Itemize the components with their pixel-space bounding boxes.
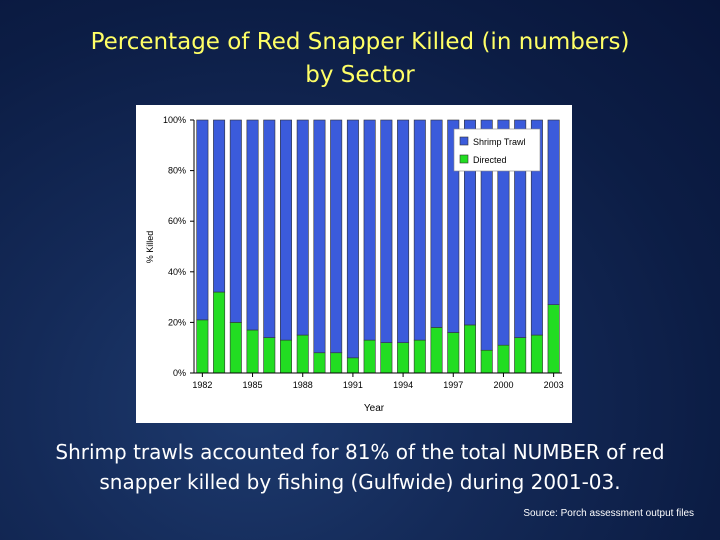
bar-directed-2003 (547, 304, 560, 374)
bar-shrimp-trawl-2000 (497, 119, 510, 346)
bar-shrimp-trawl-1992 (363, 119, 376, 341)
x-tick-label: 1982 (192, 380, 212, 390)
legend-swatch-shrimp-trawl (459, 136, 469, 146)
bar-shrimp-trawl-1987 (280, 119, 292, 341)
x-tick-label: 1994 (393, 380, 413, 390)
bar-shrimp-trawl-1994 (397, 119, 410, 343)
bar-shrimp-trawl-1989 (313, 119, 326, 354)
bar-directed-1983 (213, 291, 226, 374)
legend-label-directed: Directed (473, 155, 507, 165)
bar-directed-1992 (363, 339, 376, 374)
bar-shrimp-trawl-1995 (413, 119, 426, 341)
bar-directed-1991 (346, 357, 359, 374)
bar-directed-1995 (413, 339, 426, 374)
slide-title-line-2: by Sector (305, 62, 415, 88)
bar-directed-1996 (430, 327, 443, 374)
bar-directed-1985 (246, 329, 259, 374)
x-tick-label: 1997 (443, 380, 463, 390)
legend-box (453, 128, 541, 172)
caption-line-2: snapper killed by fishing (Gulfwide) dur… (99, 470, 621, 494)
bar-shrimp-trawl-2003 (547, 119, 560, 305)
x-axis-label: Year (364, 403, 385, 414)
bar-shrimp-trawl-1986 (263, 119, 276, 338)
y-tick-label: 60% (168, 216, 186, 226)
bar-directed-1984 (229, 322, 242, 374)
x-tick-label: 1988 (293, 380, 313, 390)
slide-title-line-1: Percentage of Red Snapper Killed (in num… (90, 29, 630, 55)
bar-shrimp-trawl-1982 (196, 119, 209, 321)
bar-shrimp-trawl-1988 (296, 119, 309, 336)
bar-shrimp-trawl-2001 (514, 119, 527, 338)
chart-panel: 0% 20% 40% 60% 80% 100% 1982 1985 1988 1991 1994 19… (136, 105, 572, 423)
bar-shrimp-trawl-2002 (530, 119, 543, 336)
bar-shrimp-trawl-1997 (447, 119, 460, 333)
bar-directed-1997 (447, 332, 460, 374)
bar-shrimp-trawl-1983 (213, 119, 226, 293)
bar-directed-1998 (464, 324, 476, 374)
bar-directed-1987 (280, 339, 292, 374)
bar-directed-1993 (380, 342, 393, 374)
bar-directed-2001 (514, 337, 527, 374)
x-tick-label: 2000 (493, 380, 513, 390)
caption: Shrimp trawls accounted for 81% of the t… (10, 437, 710, 497)
legend-label-shrimp-trawl: Shrimp Trawl (473, 137, 526, 147)
x-tick-label: 1991 (343, 380, 363, 390)
x-tick-label: 2003 (544, 380, 564, 390)
axes: 0% 20% 40% 60% 80% 100% 1982 1985 1988 1991 1994 19… (163, 115, 564, 390)
y-tick-label: 0% (173, 368, 186, 378)
source-note: Source: Porch assessment output files (523, 508, 694, 519)
bar-shrimp-trawl-1993 (380, 119, 393, 343)
bar-shrimp-trawl-1990 (330, 119, 343, 354)
bar-directed-1990 (330, 352, 343, 374)
bar-shrimp-trawl-1984 (229, 119, 242, 323)
stacked-bar-chart: 0% 20% 40% 60% 80% 100% 1982 1985 1988 1991 1994 19… (145, 115, 564, 414)
y-tick-label: 100% (163, 115, 186, 125)
bar-directed-2000 (497, 344, 510, 374)
y-tick-label: 20% (168, 317, 186, 327)
bar-directed-1994 (397, 342, 410, 374)
chart-legend: Shrimp Trawl Directed (453, 128, 541, 172)
x-tick-label: 1985 (243, 380, 263, 390)
legend-swatch-directed (459, 154, 469, 164)
caption-line-1: Shrimp trawls accounted for 81% of the t… (55, 440, 665, 464)
bar-directed-1988 (296, 334, 309, 374)
bar-directed-1982 (196, 319, 209, 374)
bar-directed-1989 (313, 352, 326, 374)
bar-directed-2002 (530, 334, 543, 374)
bar-shrimp-trawl-1991 (346, 119, 359, 359)
y-tick-label: 40% (168, 267, 186, 277)
bar-shrimp-trawl-1999 (480, 119, 493, 351)
bar-directed-1986 (263, 337, 276, 374)
bar-shrimp-trawl-1998 (464, 119, 476, 326)
y-axis-label: % Killed (145, 231, 155, 264)
bar-shrimp-trawl-1996 (430, 119, 443, 328)
bar-shrimp-trawl-1985 (246, 119, 259, 331)
slide-title: Percentage of Red Snapper Killed (in num… (0, 26, 720, 92)
bar-directed-1999 (480, 349, 493, 374)
y-tick-label: 80% (168, 166, 186, 176)
